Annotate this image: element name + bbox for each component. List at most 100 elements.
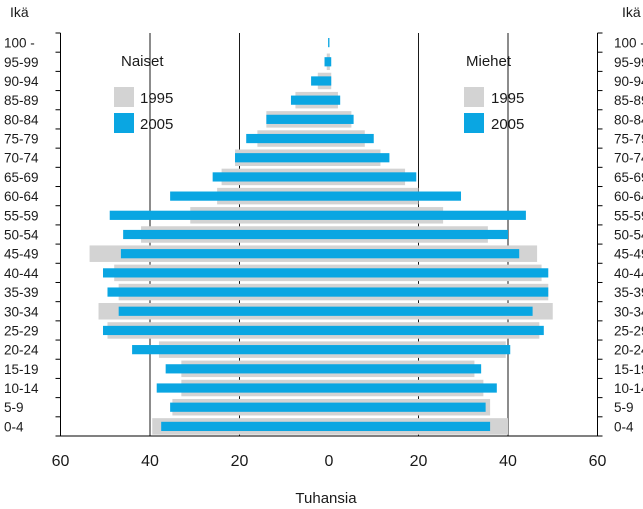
age-label-left: 30-34 [4,304,39,319]
x-axis-title: Tuhansia [295,490,357,507]
age-label-right: 5-9 [614,400,634,415]
bar-naiset-2005-65-69 [212,172,329,182]
age-label-right: 15-19 [614,362,643,377]
x-tick-label: 40 [499,453,517,470]
bar-naiset-2005-50-54 [123,229,330,240]
age-label-right: 35-39 [614,285,643,300]
age-label-left: 85-89 [4,93,39,108]
age-label-left: 45-49 [4,247,39,262]
age-label-left: 80-84 [4,112,39,127]
legend-miehet: Miehet 1995 2005 [464,53,524,133]
y-axis-title-right: Ikä [622,4,641,20]
age-label-right: 25-29 [614,323,643,338]
legend-miehet-swatch-1995 [464,87,484,107]
legend-miehet-swatch-2005 [464,113,484,133]
legend-naiset-swatch-2005 [114,113,134,133]
bar-miehet-2005-85-89 [329,95,341,105]
age-label-left: 90-94 [4,74,39,89]
x-tick-label: 40 [141,453,159,470]
age-label-left: 10-14 [4,381,39,396]
age-label-right: 30-34 [614,304,643,319]
age-label-right: 80-84 [614,112,643,127]
age-label-left: 70-74 [4,151,39,166]
x-tick-label: 0 [325,453,334,470]
bar-miehet-2005-90-94 [329,76,332,86]
legend-miehet-label-2005: 2005 [491,116,524,133]
legend-naiset-label-2005: 2005 [140,116,173,133]
age-label-right: 65-69 [614,170,643,185]
age-label-left: 50-54 [4,228,39,243]
bar-naiset-2005-40-44 [103,268,329,278]
age-label-left: 65-69 [4,170,39,185]
age-label-right: 85-89 [614,93,643,108]
bar-naiset-2005-45-49 [120,249,329,259]
bar-naiset-2005-5-9 [170,402,329,412]
age-label-right: 60-64 [614,189,643,204]
age-label-left: 100 - [4,36,35,51]
age-label-right: 40-44 [614,266,643,281]
age-label-left: 15-19 [4,362,39,377]
legend-naiset-label-1995: 1995 [140,90,173,107]
x-tick-label: 60 [52,453,70,470]
bar-naiset-2005-15-19 [165,364,329,374]
age-label-right: 70-74 [614,151,643,166]
age-label-left: 60-64 [4,189,39,204]
bar-naiset-2005-75-79 [246,133,329,144]
age-label-left: 75-79 [4,132,39,147]
bar-naiset-2005-95-99 [324,57,329,67]
bar-naiset-2005-90-94 [311,76,329,86]
legend-miehet-title: Miehet [466,53,512,70]
bar-miehet-2005-25-29 [329,325,544,336]
bar-miehet-2005-30-34 [329,306,533,316]
bar-naiset-2005-25-29 [103,325,329,336]
bar-naiset-2005-30-34 [118,306,329,316]
bar-naiset-2005-35-39 [107,287,329,297]
bar-naiset-2005-60-64 [170,191,329,201]
age-label-right: 20-24 [614,343,643,358]
bar-miehet-2005-0-4 [329,421,491,432]
age-label-right: 10-14 [614,381,643,396]
age-label-right: 95-99 [614,55,643,70]
bar-miehet-2005-55-59 [329,210,526,220]
legend-miehet-label-1995: 1995 [491,90,524,107]
bar-miehet-2005-20-24 [329,345,511,355]
y-axis-title-left: Ikä [10,4,29,20]
age-label-right: 50-54 [614,228,643,243]
bar-miehet-2005-70-74 [329,153,390,163]
age-labels: 0-4 0-4 5-9 5-9 10-14 10-14 15-19 15-19 20-24 20-… [4,36,643,435]
bar-miehet-2005-45-49 [329,249,520,259]
bar-naiset-2005-70-74 [235,153,329,163]
bar-miehet-2005-95-99 [329,57,332,67]
age-label-right: 45-49 [614,247,643,262]
age-label-left: 20-24 [4,343,39,358]
bar-miehet-2005-60-64 [329,191,462,201]
bar-naiset-2005-20-24 [132,345,329,355]
age-label-right: 90-94 [614,74,643,89]
bar-miehet-2005-80-84 [329,114,354,124]
legend-naiset-swatch-1995 [114,87,134,107]
bar-naiset-2005-85-89 [290,95,329,105]
bar-miehet-2005-65-69 [329,172,417,182]
age-label-left: 5-9 [4,400,24,415]
bar-naiset-2005-10-14 [156,383,329,393]
age-label-left: 35-39 [4,285,39,300]
bar-miehet-2005-75-79 [329,133,374,144]
bar-miehet-2005-5-9 [329,402,486,412]
x-tick-label: 20 [231,453,249,470]
age-label-left: 25-29 [4,323,39,338]
age-label-left: 95-99 [4,55,39,70]
age-label-right: 55-59 [614,208,643,223]
x-tick-label: 60 [589,453,607,470]
bar-miehet-2005-50-54 [329,229,508,240]
age-label-right: 100 - [614,36,643,51]
bar-miehet-2005-35-39 [329,287,549,297]
bar-miehet-2005-15-19 [329,364,482,374]
axes-group [55,32,603,437]
age-label-left: 0-4 [4,419,24,434]
bar-naiset-2005-55-59 [109,210,329,220]
bar-miehet-2005-10-14 [329,383,497,393]
age-label-right: 0-4 [614,419,634,434]
x-tick-label: 20 [410,453,428,470]
age-label-right: 75-79 [614,132,643,147]
